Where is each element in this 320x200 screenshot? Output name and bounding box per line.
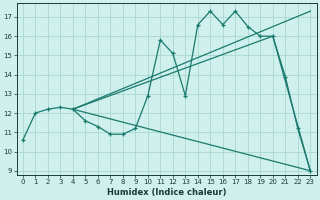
X-axis label: Humidex (Indice chaleur): Humidex (Indice chaleur) (107, 188, 226, 197)
